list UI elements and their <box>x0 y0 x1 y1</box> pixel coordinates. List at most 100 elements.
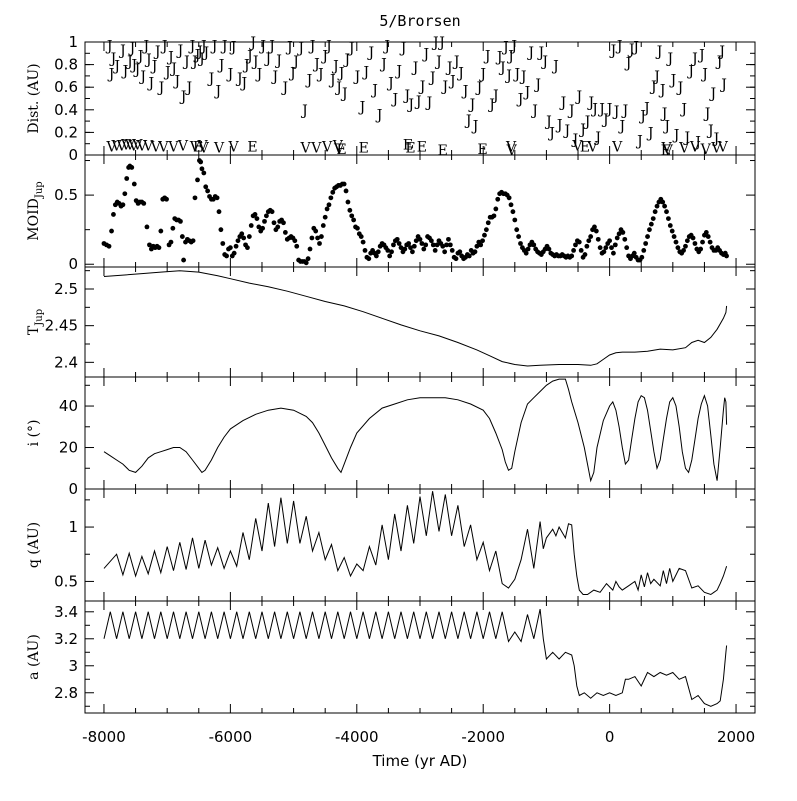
y-tick-label: 1 <box>68 33 78 51</box>
jupiter-encounter-marker: J <box>491 88 499 104</box>
jupiter-encounter-marker: J <box>422 46 430 62</box>
jupiter-encounter-marker: J <box>320 49 328 65</box>
jupiter-encounter-marker: J <box>418 79 426 95</box>
jupiter-encounter-marker: J <box>440 79 448 95</box>
jupiter-encounter-marker: J <box>683 130 691 146</box>
jupiter-encounter-marker: J <box>658 82 666 98</box>
moid-point <box>109 228 114 234</box>
jupiter-encounter-marker: J <box>375 107 383 123</box>
planet-encounter-marker: V <box>300 141 312 157</box>
moid-point <box>164 196 169 202</box>
jupiter-encounter-marker: J <box>597 102 605 118</box>
jupiter-encounter-marker: J <box>452 54 460 70</box>
moid-point <box>421 246 427 252</box>
moid-point <box>317 241 322 246</box>
panel-incl: 0 20 40 i (°) <box>26 376 756 498</box>
jupiter-encounter-marker: J <box>274 53 282 69</box>
jupiter-encounter-marker: J <box>324 38 332 54</box>
y-tick-label: 0.8 <box>54 56 78 74</box>
moid-point <box>662 203 668 209</box>
x-tick-label: -4000 <box>335 728 379 746</box>
moid-point <box>271 220 277 226</box>
planet-encounter-marker: V <box>717 140 729 156</box>
jupiter-encounter-marker: J <box>245 49 253 65</box>
jupiter-encounter-marker: J <box>662 119 670 135</box>
jupiter-encounter-marker: J <box>448 73 456 89</box>
moid-point <box>179 234 185 239</box>
jupiter-encounter-marker: J <box>288 66 296 82</box>
y-tick-label: 40 <box>59 397 78 415</box>
x-tick-label: -6000 <box>209 728 253 746</box>
jupiter-encounter-marker: J <box>523 85 531 101</box>
jupiter-encounter-marker: J <box>214 84 222 100</box>
planet-encounter-marker: E <box>438 143 448 159</box>
moid-point <box>124 176 130 181</box>
jupiter-encounter-marker: J <box>631 40 639 56</box>
x-tick-label: 0 <box>605 728 615 746</box>
jupiter-encounter-marker: J <box>431 35 439 51</box>
jupiter-encounter-marker: J <box>655 44 663 60</box>
moid-point <box>389 249 394 255</box>
moid-point <box>597 245 603 251</box>
moid-point <box>129 165 135 170</box>
moid-point <box>156 245 162 251</box>
x-tick-label: 2000 <box>717 728 755 746</box>
jupiter-encounter-marker: J <box>386 76 394 92</box>
jupiter-encounter-marker: J <box>624 55 632 71</box>
x-axis-title: Time (yr AD) <box>372 752 468 770</box>
jupiter-encounter-marker: J <box>717 44 725 60</box>
jupiter-encounter-marker: J <box>188 38 196 54</box>
moid-point <box>343 188 349 194</box>
moid-point <box>241 235 247 241</box>
moid-point <box>256 224 262 230</box>
jupiter-encounter-marker: J <box>129 58 137 74</box>
moid-point <box>423 242 429 248</box>
y-axis-title: i (°) <box>26 420 42 447</box>
jupiter-encounter-marker: J <box>141 38 149 54</box>
jupiter-encounter-marker: J <box>437 35 445 51</box>
moid-point <box>245 245 250 251</box>
planet-encounter-marker: V <box>128 138 140 154</box>
moid-point <box>252 212 258 217</box>
panel-moid: 0 0.5 MOIDJup <box>26 154 756 273</box>
y-tick-label: 0.5 <box>54 572 78 590</box>
moid-point <box>158 228 164 234</box>
moid-point <box>324 206 330 212</box>
jupiter-encounter-marker: J <box>567 103 575 119</box>
jupiter-encounter-marker: J <box>340 86 348 102</box>
jupiter-encounter-marker: J <box>118 43 126 59</box>
moid-point <box>385 248 391 253</box>
jupiter-encounter-marker: J <box>353 69 361 85</box>
moid-point <box>303 260 309 266</box>
jupiter-encounter-marker: J <box>642 101 650 117</box>
moid-point <box>692 241 698 246</box>
planet-encounter-marker: V <box>213 141 225 157</box>
moid-point <box>355 225 360 231</box>
planet-encounter-marker: V <box>611 140 623 156</box>
jupiter-encounter-marker: J <box>571 132 579 148</box>
moid-point <box>611 250 616 256</box>
moid-point <box>269 209 275 215</box>
moid-point <box>349 213 355 219</box>
moid-point <box>683 243 688 249</box>
planet-encounter-marker: E <box>247 140 257 156</box>
jupiter-encounter-marker: J <box>308 38 316 54</box>
jupiter-encounter-marker: J <box>337 66 345 82</box>
moid-point <box>603 245 609 251</box>
y-tick-label: 20 <box>59 439 78 457</box>
jupiter-encounter-marker: J <box>708 86 716 102</box>
jupiter-encounter-marker: J <box>719 77 727 93</box>
y-axis-title: a (AU) <box>26 634 42 680</box>
moid-point <box>168 239 174 245</box>
planet-encounter-marker: E <box>193 140 203 156</box>
moid-point <box>457 249 463 255</box>
jupiter-encounter-marker: J <box>144 52 152 68</box>
moid-point <box>201 170 207 176</box>
moid-point <box>449 248 455 253</box>
planet-encounter-marker: E <box>477 142 487 158</box>
planet-encounter-marker: V <box>678 141 690 157</box>
jupiter-encounter-marker: J <box>547 125 555 141</box>
moid-point <box>525 246 531 252</box>
jupiter-encounter-marker: J <box>468 97 476 113</box>
moid-point <box>654 203 660 209</box>
